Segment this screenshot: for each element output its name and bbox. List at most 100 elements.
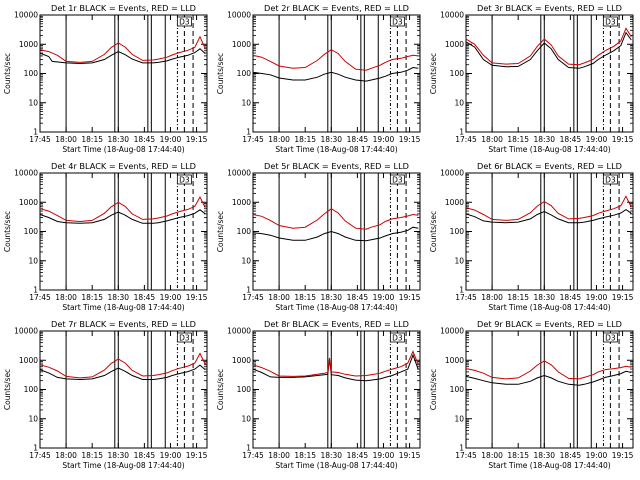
x-tick-label: 17:45 — [242, 451, 264, 460]
series-line-events — [465, 370, 632, 386]
y-tick-label: 10 — [241, 414, 251, 423]
series-line-events — [39, 209, 206, 224]
x-tick-label: 18:45 — [347, 135, 369, 144]
series-line-events — [39, 48, 206, 65]
x-tick-label: 18:30 — [320, 135, 342, 144]
x-tick-label: 17:45 — [242, 135, 264, 144]
y-tick-label: 10 — [454, 414, 464, 423]
x-tick-label: 19:15 — [612, 293, 634, 302]
x-tick-label: 17:45 — [455, 451, 477, 460]
y-tick-label: 10 — [28, 414, 38, 423]
plot-frame — [465, 330, 634, 449]
x-tick-label: 18:45 — [560, 135, 582, 144]
x-tick-label: 18:15 — [507, 451, 529, 460]
x-tick-label: 19:00 — [373, 293, 395, 302]
x-tick-label: 18:45 — [347, 293, 369, 302]
panel-title: Det 2r BLACK = Events, RED = LLD — [264, 3, 409, 13]
x-tick-label: 19:15 — [399, 451, 421, 460]
x-tick-label: 18:00 — [55, 135, 77, 144]
x-tick-label: 18:00 — [481, 293, 503, 302]
x-tick-label: 19:00 — [373, 135, 395, 144]
annotation-box — [602, 16, 618, 27]
series-line-lld — [39, 196, 206, 223]
panel-title: Det 6r BLACK = Events, RED = LLD — [477, 161, 622, 171]
x-tick-label: 17:45 — [242, 293, 264, 302]
x-tick-label: 17:45 — [29, 451, 51, 460]
x-tick-label: 18:30 — [533, 451, 555, 460]
x-tick-label: 19:15 — [186, 451, 208, 460]
x-tick-label: 18:00 — [268, 451, 290, 460]
x-tick-label: 18:00 — [268, 293, 290, 302]
y-tick-label: 10000 — [14, 327, 38, 336]
x-axis-label: Start Time (18-Aug-08 17:44:40) — [62, 145, 184, 154]
annotation-label: D3 — [605, 18, 616, 27]
annotation-box — [389, 332, 405, 343]
plot-frame — [465, 172, 634, 291]
series-line-lld — [39, 35, 206, 63]
panel-title: Det 7r BLACK = Events, RED = LLD — [51, 319, 196, 329]
y-tick-label: 100 — [237, 227, 252, 236]
y-axis-label: Counts/sec — [216, 53, 225, 94]
series-line-events — [465, 31, 632, 69]
series-line-events — [39, 364, 206, 381]
annotation-label: D3 — [392, 18, 403, 27]
y-tick-label: 100 — [450, 385, 465, 394]
annotation-box — [602, 174, 618, 185]
x-tick-label: 17:45 — [29, 135, 51, 144]
y-tick-label: 1000 — [19, 198, 38, 207]
y-tick-label: 10000 — [440, 11, 464, 20]
x-tick-label: 18:00 — [481, 451, 503, 460]
y-axis-label: Counts/sec — [3, 369, 12, 410]
y-tick-label: 10 — [28, 98, 38, 107]
plot-frame — [39, 172, 208, 291]
y-tick-label: 1 — [459, 286, 464, 295]
y-tick-label: 10000 — [14, 11, 38, 20]
series-line-lld — [465, 360, 632, 380]
y-axis-label: Counts/sec — [216, 211, 225, 252]
series-line-events — [252, 66, 419, 82]
panel-title: Det 3r BLACK = Events, RED = LLD — [477, 3, 622, 13]
x-tick-label: 18:00 — [55, 293, 77, 302]
y-tick-label: 10 — [28, 256, 38, 265]
panel-title: Det 1r BLACK = Events, RED = LLD — [51, 3, 196, 13]
x-tick-label: 18:45 — [560, 451, 582, 460]
x-tick-label: 19:15 — [399, 135, 421, 144]
x-tick-label: 19:00 — [160, 293, 182, 302]
series-line-lld — [252, 350, 419, 377]
panel-det-2: Det 2r BLACK = Events, RED = LLD Counts/s… — [216, 3, 421, 154]
x-axis-label: Start Time (18-Aug-08 17:44:40) — [488, 461, 610, 470]
plot-frame — [465, 14, 634, 133]
plot-frame — [39, 330, 208, 449]
annotation-label: D3 — [179, 176, 190, 185]
y-axis-label: Counts/sec — [3, 211, 12, 252]
series-line-events — [252, 226, 419, 242]
panel-det-6: Det 6r BLACK = Events, RED = LLD Counts/s… — [429, 161, 634, 312]
x-axis-label: Start Time (18-Aug-08 17:44:40) — [275, 145, 397, 154]
x-tick-label: 18:30 — [107, 293, 129, 302]
x-tick-label: 19:00 — [586, 135, 608, 144]
x-tick-label: 18:00 — [481, 135, 503, 144]
series-line-events — [465, 208, 632, 224]
x-tick-label: 18:15 — [81, 451, 103, 460]
x-axis-label: Start Time (18-Aug-08 17:44:40) — [488, 303, 610, 312]
y-tick-label: 1000 — [445, 198, 464, 207]
x-tick-label: 18:45 — [560, 293, 582, 302]
y-tick-label: 1000 — [232, 198, 251, 207]
annotation-label: D3 — [392, 176, 403, 185]
x-tick-label: 19:00 — [586, 451, 608, 460]
y-tick-label: 10000 — [227, 327, 251, 336]
series-line-lld — [465, 195, 632, 221]
panel-title: Det 8r BLACK = Events, RED = LLD — [264, 319, 409, 329]
annotation-label: D3 — [605, 176, 616, 185]
panel-title: Det 4r BLACK = Events, RED = LLD — [51, 161, 196, 171]
x-tick-label: 19:15 — [612, 451, 634, 460]
x-tick-label: 18:30 — [320, 293, 342, 302]
y-tick-label: 1000 — [232, 356, 251, 365]
y-axis-label: Counts/sec — [429, 211, 438, 252]
y-tick-label: 1 — [33, 444, 38, 453]
x-axis-label: Start Time (18-Aug-08 17:44:40) — [275, 303, 397, 312]
y-tick-label: 10000 — [227, 11, 251, 20]
x-axis-label: Start Time (18-Aug-08 17:44:40) — [62, 461, 184, 470]
y-tick-label: 10 — [241, 98, 251, 107]
x-tick-label: 18:30 — [533, 135, 555, 144]
